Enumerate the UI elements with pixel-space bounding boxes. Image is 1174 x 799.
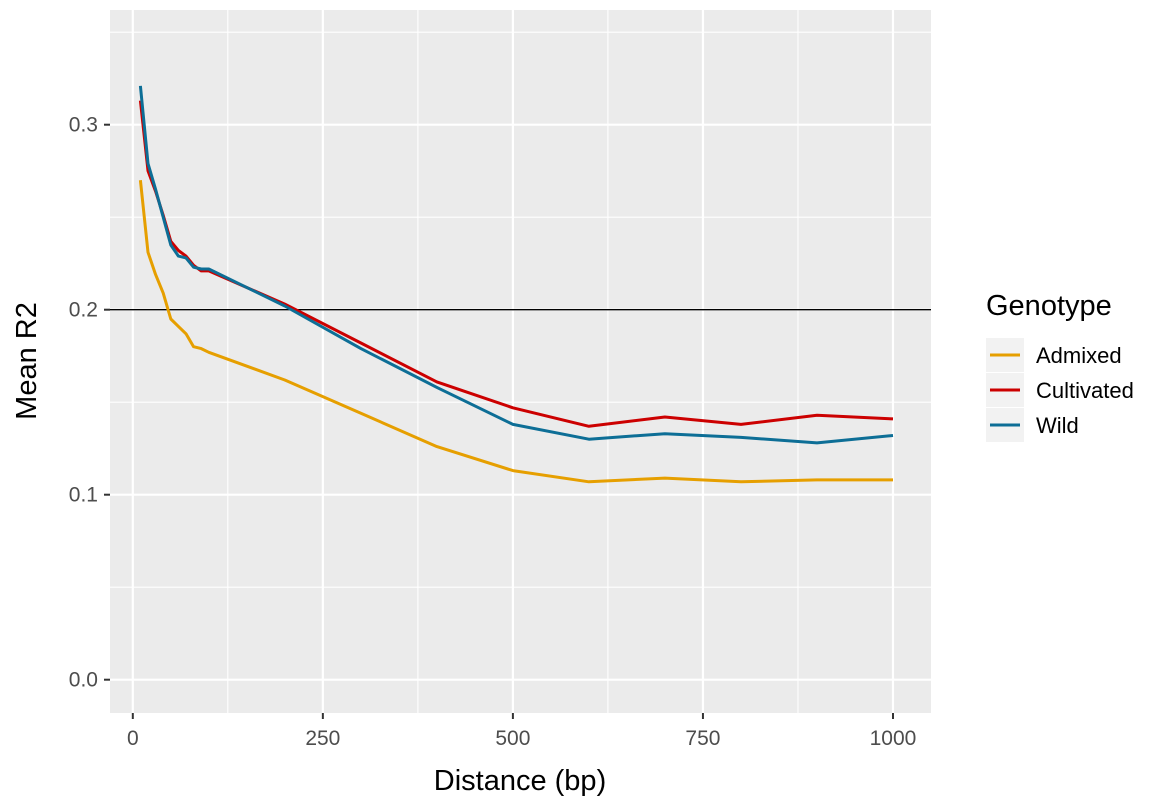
legend-items: Admixed Cultivated Wild <box>986 338 1134 442</box>
legend-label-admixed: Admixed <box>1036 343 1122 368</box>
legend: Genotype Admixed Cultivated Wild <box>986 290 1134 442</box>
legend-title: Genotype <box>986 290 1112 322</box>
x-tick-label: 0 <box>127 727 139 750</box>
y-tick-label: 0.2 <box>69 299 98 322</box>
x-axis-title: Distance (bp) <box>434 765 606 797</box>
y-axis-title: Mean R2 <box>11 302 43 420</box>
y-axis-ticks: 0.0 0.1 0.2 0.3 <box>69 114 110 692</box>
y-tick-label: 0.3 <box>69 114 98 137</box>
y-tick-label: 0.0 <box>69 669 98 692</box>
x-axis-ticks: 0 250 500 750 1000 <box>127 713 916 750</box>
x-tick-label: 750 <box>685 727 720 750</box>
x-tick-label: 500 <box>495 727 530 750</box>
x-tick-label: 250 <box>305 727 340 750</box>
legend-label-wild: Wild <box>1036 413 1079 438</box>
y-tick-label: 0.1 <box>69 484 98 507</box>
x-tick-label: 1000 <box>870 727 917 750</box>
legend-label-cultivated: Cultivated <box>1036 378 1134 403</box>
